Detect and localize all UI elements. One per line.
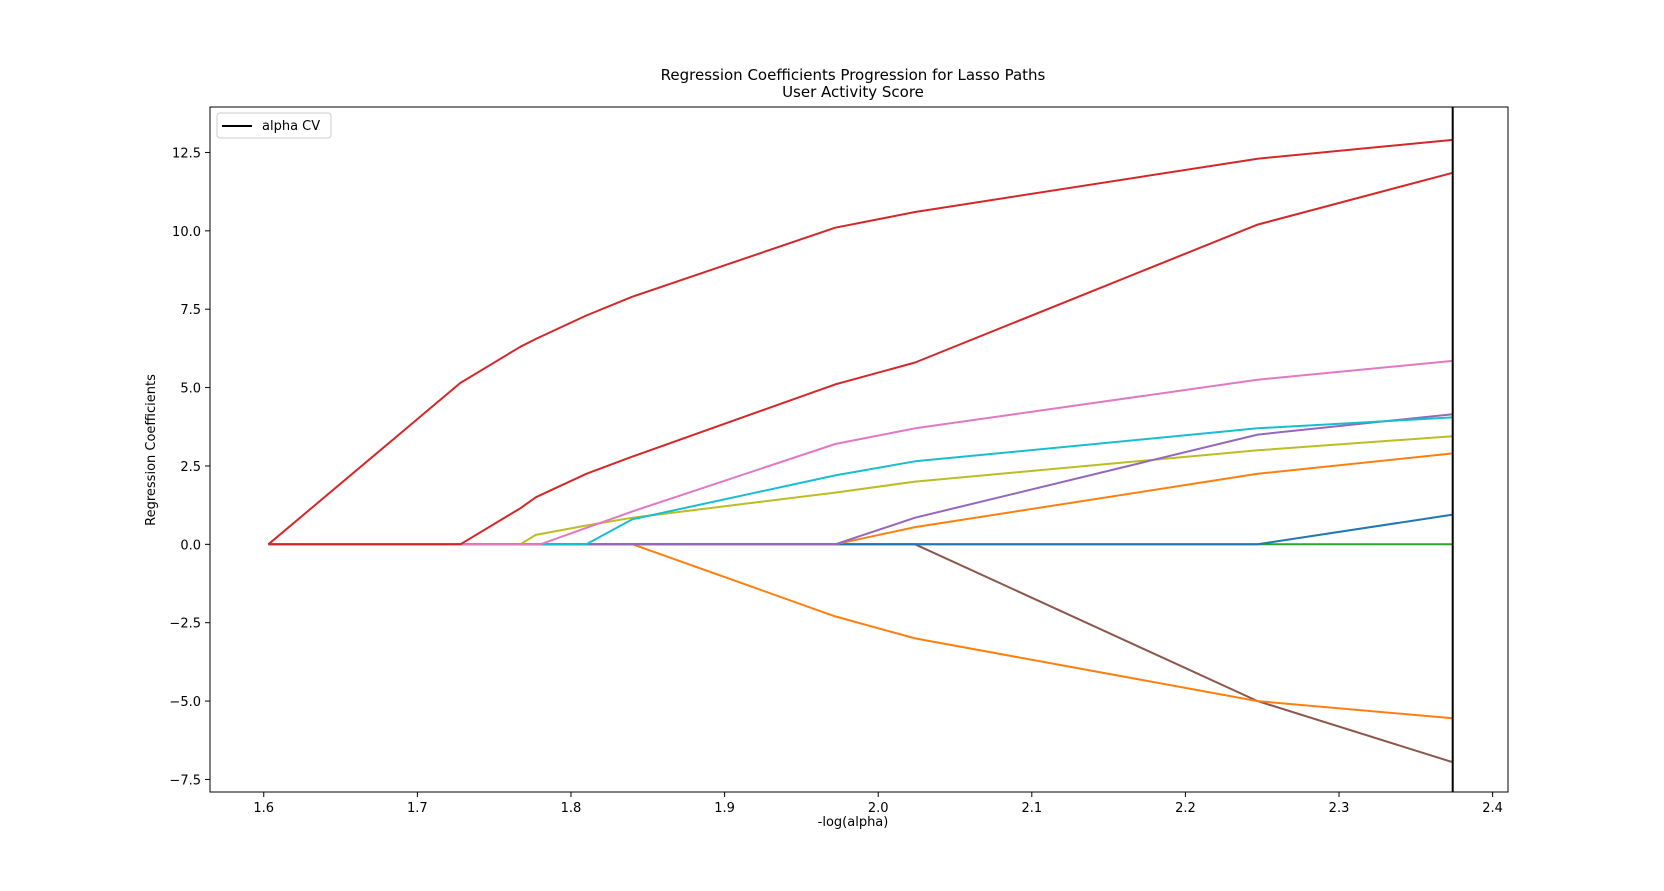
series-line-4 xyxy=(268,416,1453,546)
y-tick-label-2: −2.5 xyxy=(169,617,201,632)
legend-label-alpha-cv: alpha CV xyxy=(262,119,320,134)
x-tick-label-1.6: 1.6 xyxy=(253,801,274,816)
plot-frame xyxy=(209,106,1509,793)
y-tick-label-4: 2.5 xyxy=(180,460,201,475)
series-line-6 xyxy=(268,435,1453,546)
chart-subtitle: User Activity Score xyxy=(782,83,924,101)
y-tick-label-0: −7.5 xyxy=(169,773,201,788)
x-axis-label: -log(alpha) xyxy=(818,815,889,830)
y-tick-label-3: 0.0 xyxy=(180,538,201,553)
x-tick-label-1.8: 1.8 xyxy=(561,801,582,816)
series-line-7 xyxy=(268,452,1453,546)
legend-box xyxy=(216,112,332,139)
x-tick-label-1.7: 1.7 xyxy=(407,801,428,816)
plot-area: 1.6 1.7 1.8 1.9 2.0 2.1 2.2 2.3 2.4 −7.5 −5.0 −2.5 0… xyxy=(169,106,1509,816)
y-tick-label-5: 5.0 xyxy=(180,382,201,397)
series-line-5 xyxy=(268,413,1453,546)
chart-title: Regression Coefficients Progression for … xyxy=(661,66,1046,84)
x-tick-label-2.4: 2.4 xyxy=(1482,801,1503,816)
series-line-2 xyxy=(268,171,1453,546)
series-line-10 xyxy=(268,543,1453,764)
y-tick-label-7: 10.0 xyxy=(172,225,201,240)
x-tick-label-2.0: 2.0 xyxy=(868,801,889,816)
x-tick-label-1.9: 1.9 xyxy=(714,801,735,816)
y-tick-label-6: 7.5 xyxy=(180,303,201,318)
y-axis-label: Regression Coefficients xyxy=(144,374,159,526)
y-tick-label-1: −5.0 xyxy=(169,695,201,710)
x-tick-label-2.1: 2.1 xyxy=(1021,801,1042,816)
series-line-3 xyxy=(268,359,1453,546)
series-line-9 xyxy=(268,543,1453,720)
series-line-1 xyxy=(267,138,1453,546)
y-tick-label-8: 12.5 xyxy=(172,146,201,161)
x-tick-label-2.3: 2.3 xyxy=(1329,801,1350,816)
legend: alpha CV xyxy=(216,112,332,139)
x-tick-label-2.2: 2.2 xyxy=(1175,801,1196,816)
